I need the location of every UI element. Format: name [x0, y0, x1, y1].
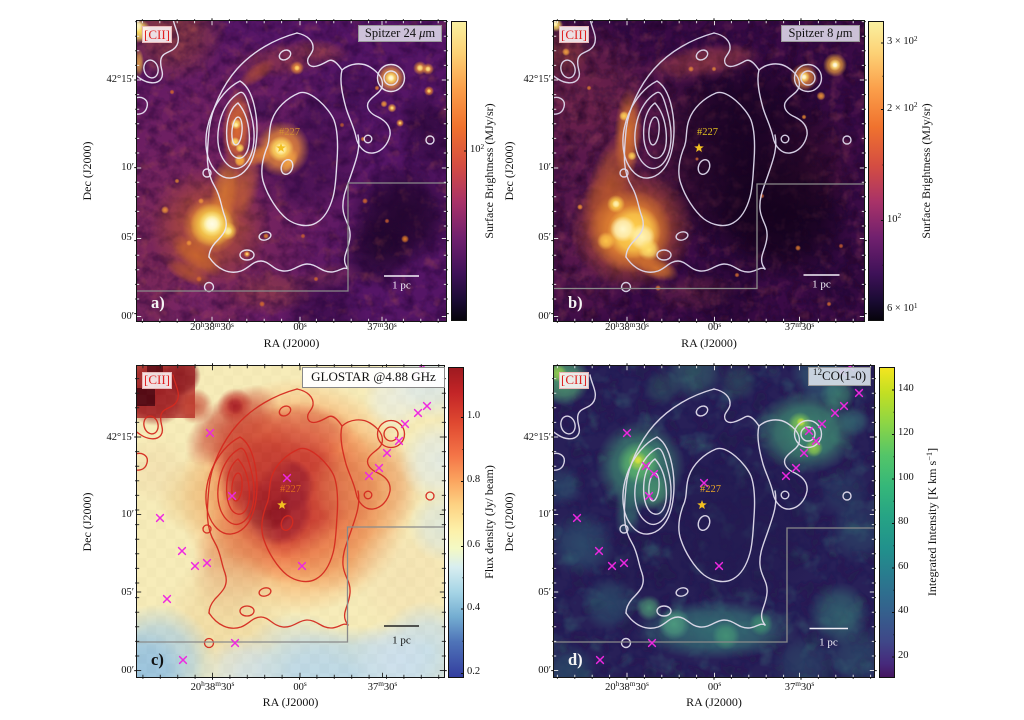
svg-text:#227: #227: [279, 127, 300, 138]
svg-text:#227: #227: [280, 484, 301, 495]
svg-text:#227: #227: [700, 484, 721, 495]
svg-text:#227: #227: [697, 127, 718, 138]
